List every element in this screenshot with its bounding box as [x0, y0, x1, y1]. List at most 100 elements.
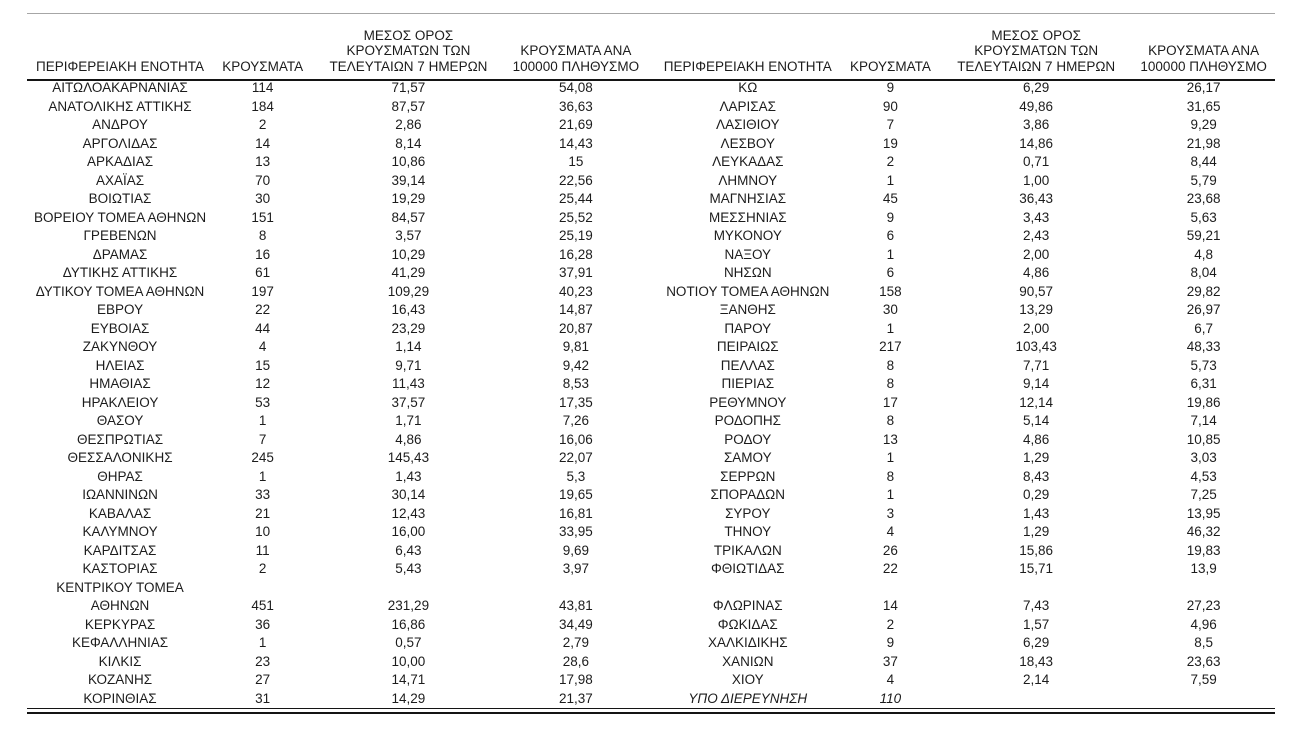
table-row: ΜΑΓΝΗΣΙΑΣ 45 36,43 23,68	[655, 190, 1275, 209]
cell-per100k: 46,32	[1186, 524, 1221, 539]
cell-avg7: 4,86	[395, 431, 422, 447]
cell-per100k: 5,3	[566, 468, 586, 484]
cell-cases: 1	[886, 320, 895, 336]
table-row: ΠΕΙΡΑΙΩΣ 217 103,43 48,33	[655, 338, 1275, 357]
cell-avg7: 5,43	[395, 561, 422, 576]
cell-region: ΧΙΟΥ	[731, 672, 764, 687]
table-row: ΕΒΡΟΥ 22 16,43 14,87	[27, 301, 647, 320]
cell-region: ΜΥΚΟΝΟΥ	[713, 228, 782, 243]
cell-avg7: 3,43	[1023, 209, 1050, 225]
table-row: ΚΑΣΤΟΡΙΑΣ 2 5,43 3,97	[27, 560, 647, 579]
cell-avg7: 1,14	[395, 339, 422, 354]
cell-region: ΠΑΡΟΥ	[724, 320, 772, 336]
table-row: ΚΕΝΤΡΙΚΟΥ ΤΟΜΕΑ ΑΘΗΝΩΝ 451 231,29 43,81	[27, 579, 647, 616]
cell-region: ΚΕΝΤΡΙΚΟΥ ΤΟΜΕΑ ΑΘΗΝΩΝ	[56, 579, 184, 614]
cell-cases: 22	[255, 302, 271, 317]
cell-cases: 37	[882, 653, 898, 669]
column-header-per-100k: ΚΡΟΥΣΜΑΤΑ ΑΝΑ 100000 ΠΛΗΘΥΣΜΟ	[512, 43, 640, 74]
cell-avg7: 2,43	[1023, 228, 1050, 243]
cell-cases: 13	[882, 431, 898, 447]
cell-per100k: 3,03	[1190, 450, 1217, 465]
cell-avg7: 145,43	[387, 450, 430, 465]
cell-cases: 21	[255, 505, 271, 521]
cell-region: ΛΕΣΒΟΥ	[720, 135, 775, 151]
cell-per100k: 7,25	[1190, 487, 1217, 502]
report-table-sheet: ΠΕΡΙΦΕΡΕΙΑΚΗ ΕΝΟΤΗΤΑ ΚΡΟΥΣΜΑΤΑ ΜΕΣΟΣ ΟΡΟ…	[27, 13, 1275, 714]
table-row: ΥΠΟ ΔΙΕΡΕΥΝΗΣΗ 110	[655, 690, 1275, 709]
table-row: ΤΡΙΚΑΛΩΝ 26 15,86 19,83	[655, 542, 1275, 561]
cell-cases: 184	[251, 98, 274, 114]
cell-per100k: 19,86	[1186, 394, 1221, 410]
cell-avg7: 2,14	[1023, 672, 1050, 687]
cell-avg7: 49,86	[1019, 98, 1054, 114]
cell-cases: 197	[251, 283, 274, 299]
cell-per100k: 27,23	[1186, 598, 1221, 613]
cell-per100k: 54,08	[559, 80, 593, 95]
table-row: ΑΡΓΟΛΙΔΑΣ 14 8,14 14,43	[27, 135, 647, 154]
table-row: ΚΑΒΑΛΑΣ 21 12,43 16,81	[27, 505, 647, 524]
cell-region: ΗΡΑΚΛΕΙΟΥ	[81, 394, 159, 410]
cell-cases: 4	[258, 339, 267, 354]
cell-per100k: 16,06	[559, 431, 593, 447]
table-row: ΡΟΔΟΥ 13 4,86 10,85	[655, 431, 1275, 450]
cell-per100k: 14,87	[559, 302, 593, 317]
cell-avg7: 18,43	[1019, 653, 1054, 669]
cell-per100k: 26,17	[1186, 80, 1221, 95]
cell-cases: 12	[255, 376, 271, 391]
table-row: ΑΧΑΪΑΣ 70 39,14 22,56	[27, 172, 647, 191]
cell-cases: 17	[882, 394, 898, 410]
table-row: ΘΑΣΟΥ 1 1,71 7,26	[27, 412, 647, 431]
cell-avg7: 71,57	[391, 80, 426, 95]
cell-per100k: 4,96	[1190, 616, 1217, 632]
table-row: ΚΕΡΚΥΡΑΣ 36 16,86 34,49	[27, 616, 647, 635]
cell-avg7	[940, 690, 1132, 709]
cell-region: ΣΑΜΟΥ	[723, 450, 772, 465]
cell-per100k: 40,23	[559, 283, 593, 299]
table-row: ΧΑΛΚΙΔΙΚΗΣ 9 6,29 8,5	[655, 634, 1275, 653]
cell-region: ΡΟΔΟΠΗΣ	[714, 413, 781, 428]
column-header-7day-average: ΜΕΣΟΣ ΟΡΟΣ ΚΡΟΥΣΜΑΤΩΝ ΤΩΝ ΤΕΛΕΥΤΑΙΩΝ 7 Η…	[957, 27, 1116, 74]
cell-cases: 3	[886, 505, 895, 521]
cell-cases: 27	[255, 672, 271, 687]
cell-cases: 4	[886, 672, 895, 687]
header-row: ΠΕΡΙΦΕΡΕΙΑΚΗ ΕΝΟΤΗΤΑ ΚΡΟΥΣΜΑΤΑ ΜΕΣΟΣ ΟΡΟ…	[27, 14, 647, 79]
table-row: ΗΜΑΘΙΑΣ 12 11,43 8,53	[27, 375, 647, 394]
cell-per100k: 9,29	[1190, 117, 1217, 132]
cell-avg7: 1,71	[395, 413, 422, 428]
cell-region: ΤΡΙΚΑΛΩΝ	[713, 542, 782, 558]
table-row: ΦΘΙΩΤΙΔΑΣ 22 15,71 13,9	[655, 560, 1275, 579]
cell-avg7: 2,86	[395, 117, 422, 132]
cell-cases: 110	[879, 690, 902, 706]
cell-per100k: 37,91	[559, 265, 593, 280]
cell-cases: 31	[255, 690, 271, 706]
cell-region: ΑΙΤΩΛΟΑΚΑΡΝΑΝΙΑΣ	[52, 80, 188, 95]
regional-units-table-right: ΠΕΡΙΦΕΡΕΙΑΚΗ ΕΝΟΤΗΤΑ ΚΡΟΥΣΜΑΤΑ ΜΕΣΟΣ ΟΡΟ…	[655, 14, 1275, 708]
header-row: ΠΕΡΙΦΕΡΕΙΑΚΗ ΕΝΟΤΗΤΑ ΚΡΟΥΣΜΑΤΑ ΜΕΣΟΣ ΟΡΟ…	[655, 14, 1275, 79]
cell-cases: 2	[258, 561, 267, 576]
cell-region: ΑΝΑΤΟΛΙΚΗΣ ΑΤΤΙΚΗΣ	[48, 98, 192, 114]
cell-avg7: 90,57	[1019, 283, 1054, 299]
cell-cases: 9	[886, 635, 895, 650]
cell-cases: 90	[882, 98, 898, 114]
cell-region: ΚΟΖΑΝΗΣ	[87, 672, 153, 687]
cell-avg7: 4,86	[1023, 265, 1050, 280]
cell-per100k: 4,53	[1190, 468, 1217, 484]
table-row: ΠΑΡΟΥ 1 2,00 6,7	[655, 320, 1275, 339]
cell-avg7: 2,00	[1023, 246, 1050, 262]
cell-per100k: 14,43	[559, 135, 593, 151]
table-row: ΒΟΙΩΤΙΑΣ 30 19,29 25,44	[27, 190, 647, 209]
cell-cases: 8	[886, 413, 895, 428]
cell-region: ΝΑΞΟΥ	[724, 246, 772, 262]
cell-avg7: 1,29	[1023, 450, 1050, 465]
table-row: ΜΕΣΣΗΝΙΑΣ 9 3,43 5,63	[655, 209, 1275, 228]
cell-per100k: 10,85	[1186, 431, 1221, 447]
cell-cases: 9	[886, 80, 895, 95]
cell-avg7: 2,00	[1023, 320, 1050, 336]
cell-cases: 8	[886, 357, 895, 373]
cell-region: ΚΕΦΑΛΛΗΝΙΑΣ	[72, 635, 169, 650]
table-body-left: ΑΙΤΩΛΟΑΚΑΡΝΑΝΙΑΣ 114 71,57 54,08 ΑΝΑΤΟΛΙΚΗΣ …	[27, 79, 647, 708]
cell-avg7: 39,14	[391, 172, 426, 188]
cell-cases: 45	[882, 191, 898, 206]
cell-region: ΕΒΡΟΥ	[96, 302, 144, 317]
cell-per100k: 36,63	[559, 98, 593, 114]
